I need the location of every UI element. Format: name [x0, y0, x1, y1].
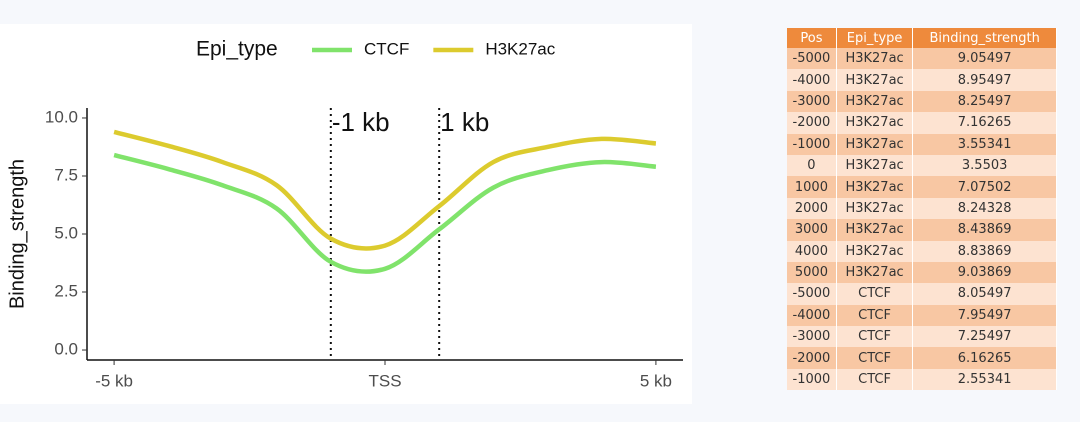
column-header: Pos: [787, 28, 837, 48]
reference-label: -1 kb: [332, 107, 390, 137]
table-row: -3000 H3K27ac 8.25497: [787, 90, 1057, 113]
table-cell: -4000: [787, 304, 837, 327]
legend-label: CTCF: [364, 39, 409, 58]
table-row: 1000 H3K27ac 7.07502: [787, 176, 1057, 198]
table-cell: CTCF: [836, 283, 914, 305]
table-row: -2000 CTCF 6.16265: [787, 347, 1057, 369]
table-cell: 2.55341: [912, 368, 1057, 391]
table-cell: H3K27ac: [836, 176, 914, 198]
table-body: -5000 H3K27ac 9.05497 -4000 H3K27ac 8.95497 -3…: [787, 48, 1057, 391]
x-tick-label: 5 kb: [640, 371, 672, 390]
table-cell: 8.24328: [912, 197, 1057, 220]
table-cell: 0: [787, 154, 837, 177]
table-cell: H3K27ac: [836, 112, 914, 134]
chart: Epi_type Binding_strength 0.0 2.5 5.0 7.5 10…: [0, 24, 692, 404]
table-cell: H3K27ac: [836, 133, 914, 155]
legend-label: H3K27ac: [485, 39, 555, 58]
table-cell: -4000: [787, 69, 837, 91]
legend-title: Epi_type: [196, 38, 278, 61]
y-tick-label: 10.0: [45, 107, 78, 126]
table-cell: H3K27ac: [836, 90, 914, 113]
y-axis-label: Binding_strength: [6, 159, 28, 309]
table-cell: CTCF: [836, 368, 914, 391]
table-cell: 1000: [787, 176, 837, 198]
table-row: -1000 H3K27ac 3.55341: [787, 133, 1057, 155]
table-cell: 3000: [787, 219, 837, 241]
series-line: [113, 152, 657, 274]
table-cell: 9.03869: [912, 261, 1057, 284]
table-cell: -1000: [787, 133, 837, 155]
table-cell: 7.07502: [912, 176, 1057, 198]
table-cell: -3000: [787, 90, 837, 113]
table-cell: 2000: [787, 197, 837, 220]
table-cell: -2000: [787, 112, 837, 134]
table-row: -4000 H3K27ac 8.95497: [787, 69, 1057, 91]
table-row: -1000 CTCF 2.55341: [787, 368, 1057, 391]
column-header: Binding_strength: [912, 28, 1057, 48]
table-cell: H3K27ac: [836, 240, 914, 262]
x-tick-label: TSS: [368, 371, 401, 390]
y-tick-label: 7.5: [54, 165, 78, 184]
table-cell: -2000: [787, 347, 837, 369]
y-tick-label: 2.5: [54, 281, 78, 300]
table-cell: CTCF: [836, 347, 914, 369]
table-cell: -3000: [787, 326, 837, 348]
table-cell: H3K27ac: [836, 48, 914, 70]
table-cell: H3K27ac: [836, 154, 914, 177]
table-cell: -5000: [787, 283, 837, 305]
table-header: Pos Epi_type Binding_strength: [787, 28, 1057, 48]
table-cell: 8.25497: [912, 90, 1057, 113]
table-cell: 7.95497: [912, 304, 1057, 327]
table-cell: H3K27ac: [836, 69, 914, 91]
table-row: 0 H3K27ac 3.5503: [787, 154, 1057, 177]
table-cell: CTCF: [836, 304, 914, 327]
table-cell: 7.16265: [912, 112, 1057, 134]
table-cell: 8.95497: [912, 69, 1057, 91]
data-table: Pos Epi_type Binding_strength -5000 H3K27ac 9…: [787, 28, 1057, 391]
table-row: -5000 H3K27ac 9.05497: [787, 48, 1057, 70]
table-row: -2000 H3K27ac 7.16265: [787, 112, 1057, 134]
table-row: -4000 CTCF 7.95497: [787, 304, 1057, 327]
table-cell: 8.05497: [912, 283, 1057, 305]
table-row: 5000 H3K27ac 9.03869: [787, 261, 1057, 284]
table-cell: -5000: [787, 48, 837, 70]
table-cell: H3K27ac: [836, 261, 914, 284]
series-line: [113, 129, 657, 251]
table-cell: 6.16265: [912, 347, 1057, 369]
table-row: -3000 CTCF 7.25497: [787, 326, 1057, 348]
table-cell: H3K27ac: [836, 197, 914, 220]
chart-background: [0, 24, 692, 404]
table-cell: 9.05497: [912, 48, 1057, 70]
table-row: -5000 CTCF 8.05497: [787, 283, 1057, 305]
table-row: 2000 H3K27ac 8.24328: [787, 197, 1057, 220]
table-row: 3000 H3K27ac 8.43869: [787, 219, 1057, 241]
table-cell: CTCF: [836, 326, 914, 348]
table-cell: 7.25497: [912, 326, 1057, 348]
y-tick-label: 0.0: [54, 340, 78, 359]
table-cell: -1000: [787, 368, 837, 391]
column-header: Epi_type: [836, 28, 914, 48]
reference-label: 1 kb: [440, 107, 489, 137]
x-tick-label: -5 kb: [95, 371, 133, 390]
table-cell: H3K27ac: [836, 219, 914, 241]
table-cell: 8.83869: [912, 240, 1057, 262]
table-cell: 3.5503: [912, 154, 1057, 177]
table-cell: 5000: [787, 261, 837, 284]
table-cell: 4000: [787, 240, 837, 262]
y-tick-label: 5.0: [54, 223, 78, 242]
table-row: 4000 H3K27ac 8.83869: [787, 240, 1057, 262]
table-cell: 8.43869: [912, 219, 1057, 241]
table-cell: 3.55341: [912, 133, 1057, 155]
